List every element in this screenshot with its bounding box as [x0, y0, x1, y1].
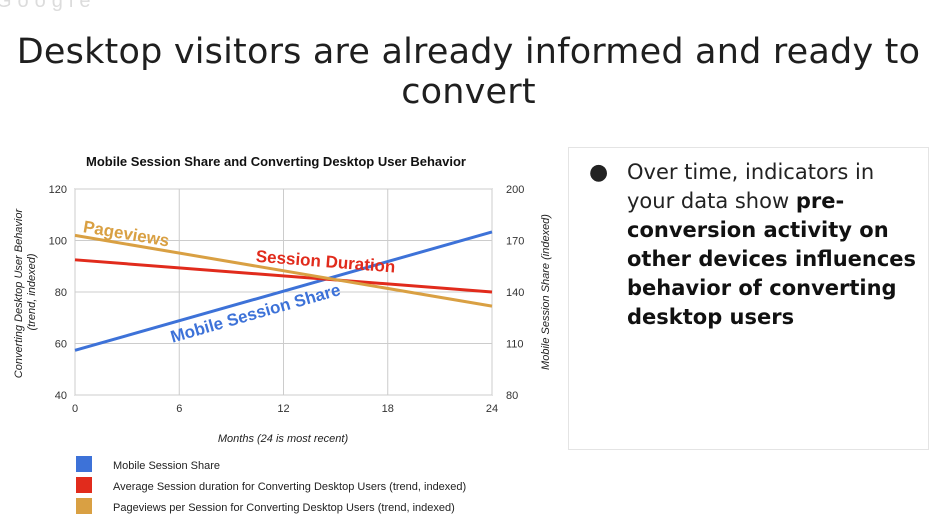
y-right-tick-label: 170 — [506, 236, 524, 248]
x-tick-label: 18 — [382, 403, 394, 415]
tick-layer: 40 60 80 100 120 0 6 12 18 24 80 110 140 170 200 — [49, 184, 525, 415]
y-right-tick-label: 80 — [506, 390, 518, 402]
x-tick-label: 6 — [176, 403, 182, 415]
slide-title: Desktop visitors are already informed an… — [16, 32, 921, 112]
y-right-tick-label: 200 — [506, 184, 524, 196]
series-line — [74, 230, 493, 352]
legend-item-label: Pageviews per Session for Converting Des… — [113, 502, 455, 514]
logo-fragment: Google — [0, 0, 97, 12]
legend-item-label: Mobile Session Share — [113, 460, 220, 472]
legend-swatch — [76, 456, 92, 472]
y-left-tick-label: 80 — [55, 287, 67, 299]
x-axis-label: Months (24 is most recent) — [218, 433, 349, 445]
y-left-tick-label: 60 — [55, 339, 67, 351]
legend-swatch — [76, 477, 92, 493]
chart-title: Mobile Session Share and Converting Desk… — [86, 154, 466, 169]
y-right-tick-label: 140 — [506, 287, 524, 299]
bullet-panel: ● Over time, indicators in your data sho… — [568, 147, 929, 450]
legend-swatch — [76, 498, 92, 514]
chart-svg: Mobile Session Share and Converting Desk… — [13, 154, 552, 514]
y-left-tick-label: 40 — [55, 390, 67, 402]
series-line — [74, 233, 493, 308]
x-tick-label: 24 — [486, 403, 498, 415]
y-axis-left-label: Converting Desktop User Behavior (trend,… — [13, 206, 38, 378]
legend-item-label: Average Session duration for Converting … — [113, 481, 466, 493]
bullet-dot: ● — [589, 160, 609, 185]
y-axis-left-label-line2: (trend, indexed) — [26, 253, 38, 330]
y-left-tick-label: 120 — [49, 184, 67, 196]
x-tick-label: 12 — [277, 403, 289, 415]
x-tick-label: 0 — [72, 403, 78, 415]
y-axis-right-label: Mobile Session Share (indexed) — [540, 214, 552, 370]
series-line — [74, 258, 493, 294]
bullet-text-normal: Over time, indicators in your data show — [627, 160, 875, 213]
y-right-tick-label: 110 — [506, 339, 524, 351]
chart: Mobile Session Share and Converting Desk… — [0, 140, 560, 517]
y-axis-left-label-line1: Converting Desktop User Behavior — [13, 208, 25, 379]
bullet-text: Over time, indicators in your data show … — [627, 158, 917, 332]
legend: Mobile Session Share Average Session dura… — [76, 456, 466, 514]
bullet-text-bold: pre-conversion activity on other devices… — [627, 189, 917, 329]
y-left-tick-label: 100 — [49, 236, 67, 248]
